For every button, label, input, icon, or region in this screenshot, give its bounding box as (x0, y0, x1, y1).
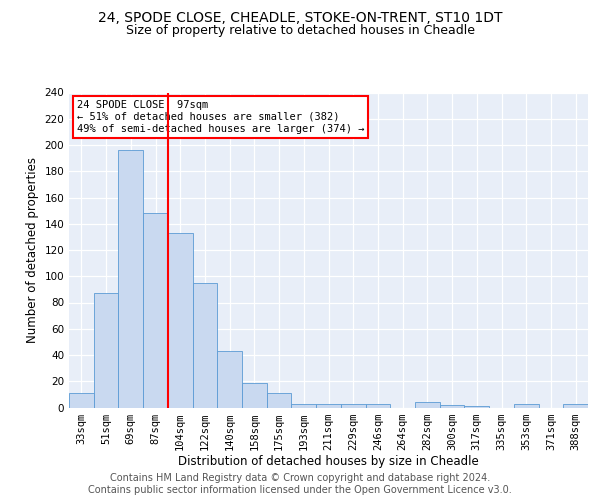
Bar (464, 406, 489, 407)
Text: Size of property relative to detached houses in Cheadle: Size of property relative to detached ho… (125, 24, 475, 37)
Bar (69, 393, 94, 407)
Bar (118, 150, 143, 407)
Text: 24 SPODE CLOSE: 97sqm
← 51% of detached houses are smaller (382)
49% of semi-det: 24 SPODE CLOSE: 97sqm ← 51% of detached … (77, 100, 364, 134)
Bar (563, 404, 588, 407)
Bar (292, 404, 316, 407)
Bar (365, 404, 390, 407)
Bar (440, 405, 464, 407)
X-axis label: Distribution of detached houses by size in Cheadle: Distribution of detached houses by size … (178, 456, 479, 468)
Bar (94, 294, 118, 408)
Bar (341, 404, 365, 407)
Text: Contains HM Land Registry data © Crown copyright and database right 2024.
Contai: Contains HM Land Registry data © Crown c… (88, 474, 512, 495)
Bar (316, 404, 341, 407)
Bar (415, 402, 440, 407)
Bar (267, 393, 292, 407)
Bar (217, 351, 242, 408)
Y-axis label: Number of detached properties: Number of detached properties (26, 157, 39, 343)
Bar (514, 404, 539, 407)
Bar (242, 382, 267, 407)
Text: 24, SPODE CLOSE, CHEADLE, STOKE-ON-TRENT, ST10 1DT: 24, SPODE CLOSE, CHEADLE, STOKE-ON-TRENT… (98, 11, 502, 25)
Bar (168, 233, 193, 408)
Bar (143, 213, 168, 408)
Bar (193, 283, 217, 408)
